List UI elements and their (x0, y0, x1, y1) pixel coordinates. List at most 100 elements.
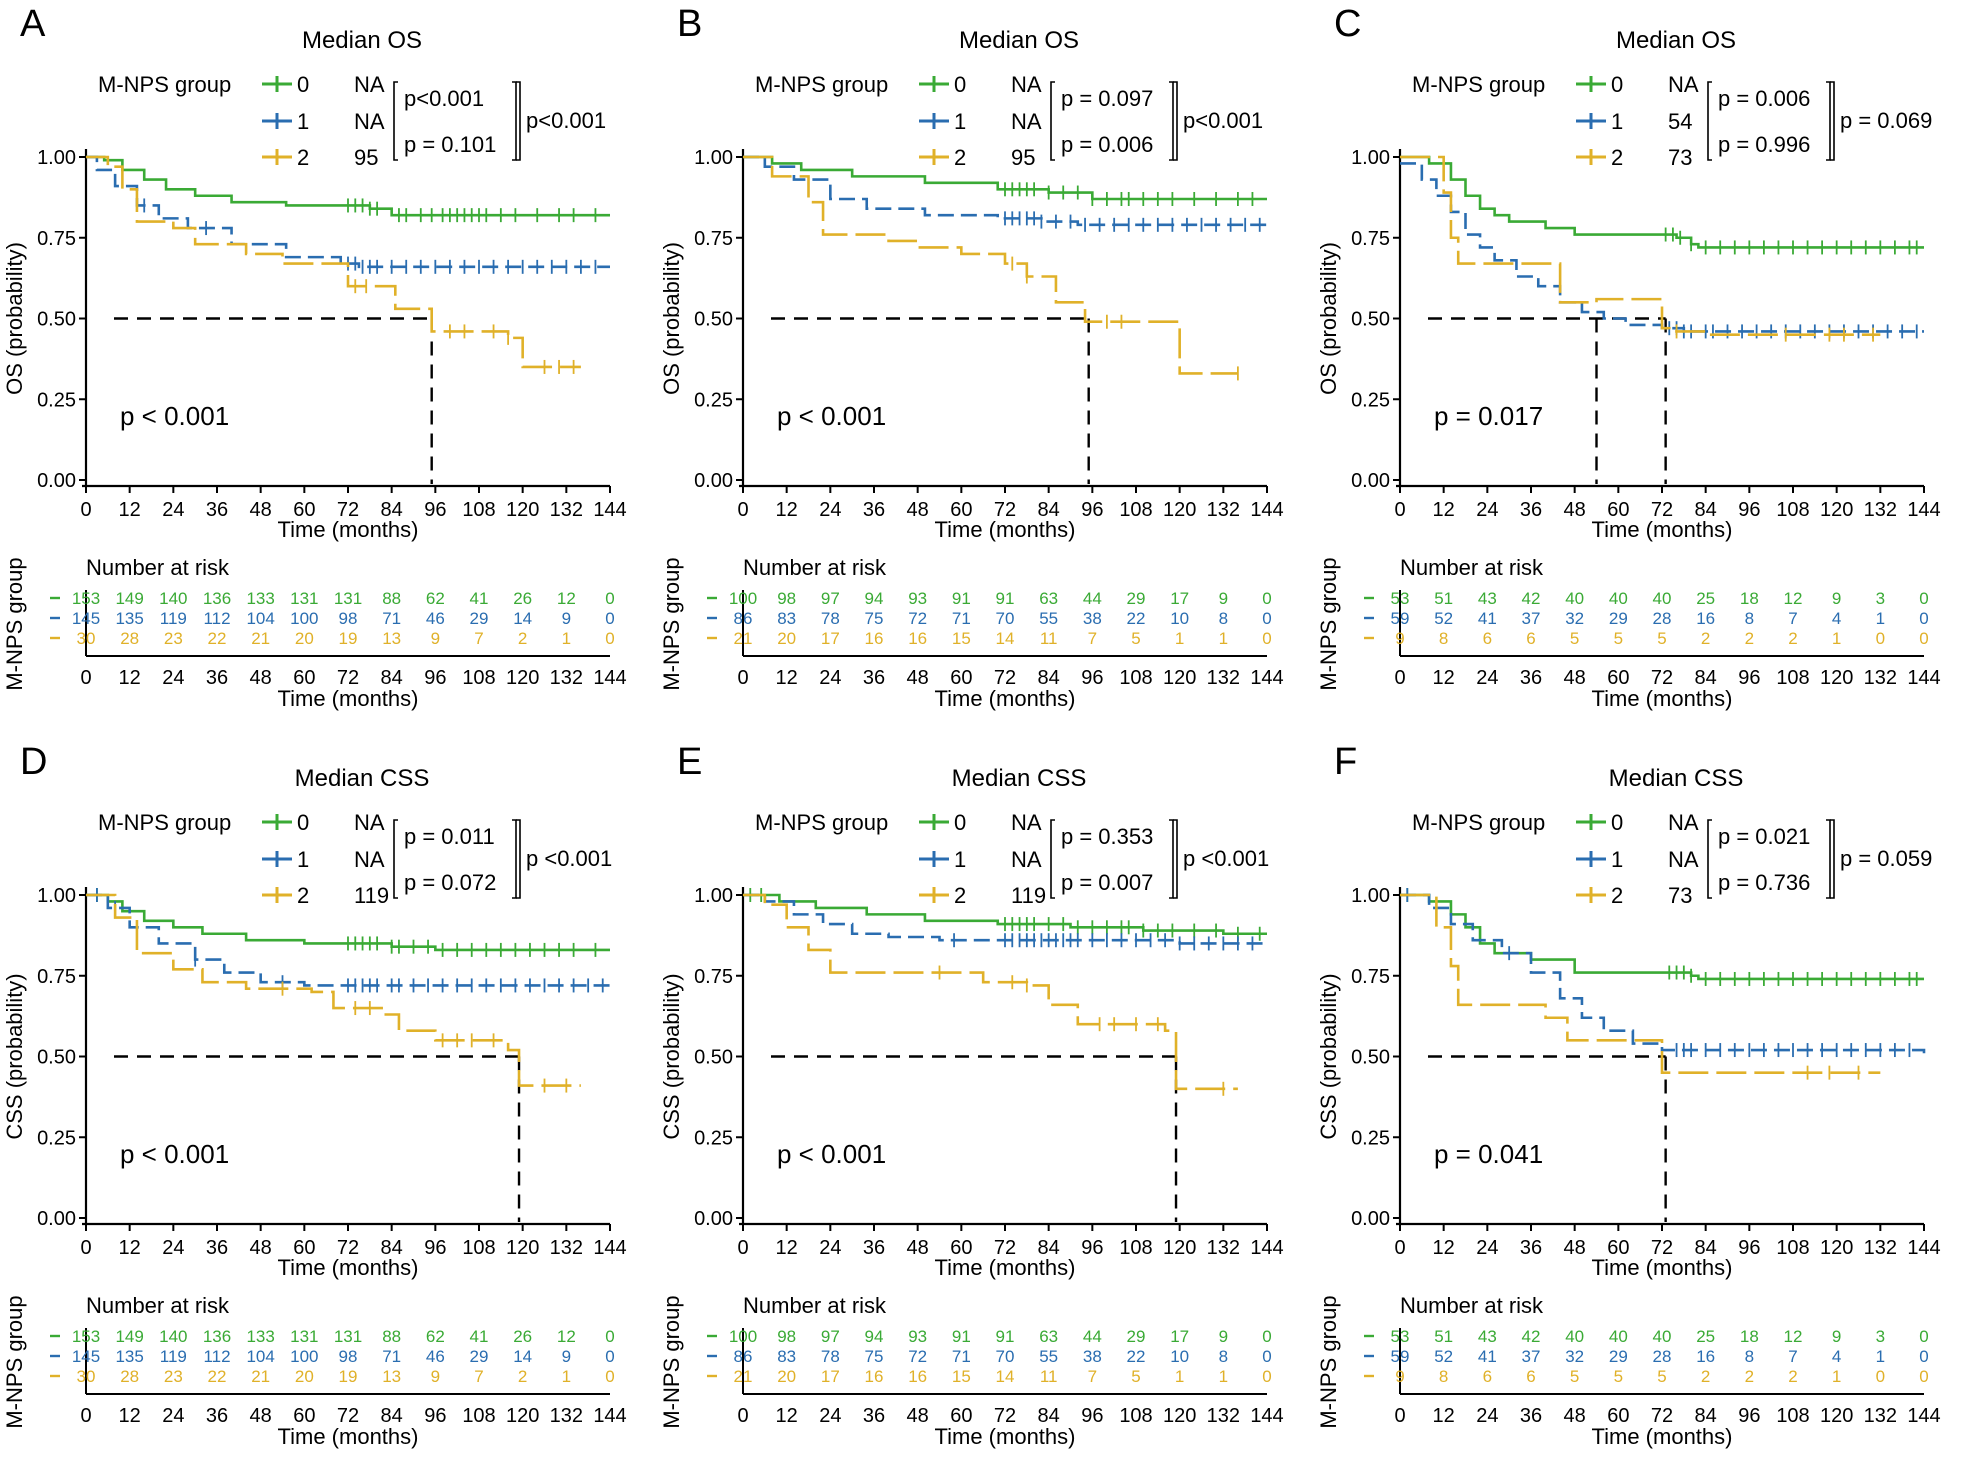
risk-count: 2 (1745, 1367, 1754, 1386)
risk-x-tick-label: 96 (1081, 667, 1103, 689)
risk-count: 9 (1395, 629, 1404, 648)
x-tick-label: 36 (863, 1237, 885, 1259)
x-tick-label: 144 (1250, 499, 1283, 521)
x-tick-label: 132 (550, 499, 583, 521)
legend-group-label: 1 (954, 109, 966, 134)
y-axis-label: OS (probability) (1316, 242, 1341, 395)
legend-group-label: 2 (1611, 145, 1623, 170)
legend-group-label: 1 (954, 847, 966, 872)
legend-title: M-NPS group (98, 72, 231, 97)
risk-count: 20 (295, 629, 314, 648)
y-tick-label: 0.50 (37, 1047, 76, 1069)
risk-x-tick-label: 12 (1433, 667, 1455, 689)
x-tick-label: 48 (250, 1237, 272, 1259)
risk-count: 70 (996, 1347, 1015, 1366)
risk-x-tick-label: 12 (776, 1405, 798, 1427)
risk-count: 29 (1127, 589, 1146, 608)
risk-count: 16 (908, 629, 927, 648)
risk-count: 91 (952, 1327, 971, 1346)
risk-count: 23 (164, 629, 183, 648)
y-tick-label: 0.25 (37, 1127, 76, 1149)
risk-count: 8 (1439, 629, 1448, 648)
risk-count: 51 (1434, 589, 1453, 608)
logrank-p-value: p < 0.001 (777, 401, 886, 431)
risk-count: 140 (159, 1327, 187, 1346)
risk-x-axis-label: Time (months) (1592, 1424, 1733, 1449)
risk-y-axis-label: M-NPS group (2, 557, 27, 690)
risk-count: 83 (777, 1347, 796, 1366)
x-tick-label: 48 (907, 1237, 929, 1259)
p-value-overall-pair: p <0.001 (1183, 846, 1269, 871)
risk-count: 6 (1483, 629, 1492, 648)
risk-x-tick-label: 132 (1864, 1405, 1897, 1427)
risk-count: 98 (777, 1327, 796, 1346)
y-axis-label: CSS (probability) (1316, 973, 1341, 1139)
risk-x-tick-label: 72 (337, 1405, 359, 1427)
risk-count: 88 (382, 589, 401, 608)
left-bracket (1707, 819, 1712, 899)
risk-count: 153 (72, 589, 100, 608)
risk-count: 20 (295, 1367, 314, 1386)
risk-x-axis-label: Time (months) (1592, 686, 1733, 711)
risk-count: 18 (1740, 589, 1759, 608)
p-value-1-vs-2: p = 0.072 (404, 870, 496, 895)
risk-x-tick-label: 12 (1433, 1405, 1455, 1427)
y-axis-label: OS (probability) (659, 242, 684, 395)
risk-count: 78 (821, 1347, 840, 1366)
legend-group-label: 2 (297, 883, 309, 908)
p-value-1-vs-2: p = 0.101 (404, 132, 496, 157)
risk-x-tick-label: 132 (1207, 667, 1240, 689)
risk-x-tick-label: 0 (80, 667, 91, 689)
risk-count: 15 (952, 629, 971, 648)
risk-count: 98 (339, 609, 358, 628)
x-tick-label: 108 (462, 499, 495, 521)
risk-count: 0 (1919, 629, 1928, 648)
legend-median-value: 95 (1011, 145, 1035, 170)
x-tick-label: 24 (819, 1237, 841, 1259)
risk-x-tick-label: 0 (737, 1405, 748, 1427)
p-value-1-vs-2: p = 0.006 (1061, 132, 1153, 157)
risk-count: 51 (1434, 1327, 1453, 1346)
km-panel-e: E Median CSS M-NPS group 0 NA 1 NA 2 119 p = 0.35… (657, 738, 1314, 1476)
panel-letter: B (677, 3, 702, 45)
panel-letter: F (1334, 741, 1357, 783)
legend-title: M-NPS group (1412, 810, 1545, 835)
legend-group-label: 2 (954, 883, 966, 908)
risk-count: 2 (1701, 1367, 1710, 1386)
legend-group-label: 1 (297, 847, 309, 872)
risk-x-tick-label: 108 (1119, 667, 1152, 689)
x-tick-label: 144 (593, 499, 626, 521)
risk-count: 11 (1040, 1367, 1058, 1386)
risk-count: 0 (605, 589, 614, 608)
risk-x-tick-label: 48 (1564, 667, 1586, 689)
risk-x-tick-label: 96 (1081, 1405, 1103, 1427)
x-tick-label: 120 (1820, 1237, 1853, 1259)
risk-count: 149 (115, 1327, 143, 1346)
p-value-overall-pair: p <0.001 (526, 846, 612, 871)
risk-count: 26 (513, 1327, 532, 1346)
risk-count: 1 (1219, 629, 1228, 648)
risk-count: 16 (1696, 1347, 1715, 1366)
risk-count: 21 (251, 1367, 270, 1386)
legend-median-value: 73 (1668, 145, 1692, 170)
risk-table-title: Number at risk (86, 1293, 230, 1318)
risk-count: 6 (1526, 1367, 1535, 1386)
x-tick-label: 132 (1207, 499, 1240, 521)
risk-count: 52 (1434, 1347, 1453, 1366)
risk-count: 32 (1565, 1347, 1584, 1366)
risk-count: 88 (382, 1327, 401, 1346)
legend-median-value: NA (1011, 847, 1042, 872)
p-value-0-vs-1: p = 0.021 (1718, 824, 1810, 849)
risk-count: 28 (120, 1367, 139, 1386)
risk-count: 4 (1832, 609, 1841, 628)
panel-letter: D (20, 741, 47, 783)
risk-x-tick-label: 60 (293, 667, 315, 689)
p-value-0-vs-1: p = 0.097 (1061, 86, 1153, 111)
risk-count: 5 (1131, 629, 1140, 648)
risk-x-tick-label: 72 (337, 667, 359, 689)
risk-count: 100 (290, 609, 318, 628)
survival-curve-group-0 (743, 155, 1267, 201)
risk-x-tick-label: 96 (424, 1405, 446, 1427)
y-axis-label: CSS (probability) (2, 973, 27, 1139)
